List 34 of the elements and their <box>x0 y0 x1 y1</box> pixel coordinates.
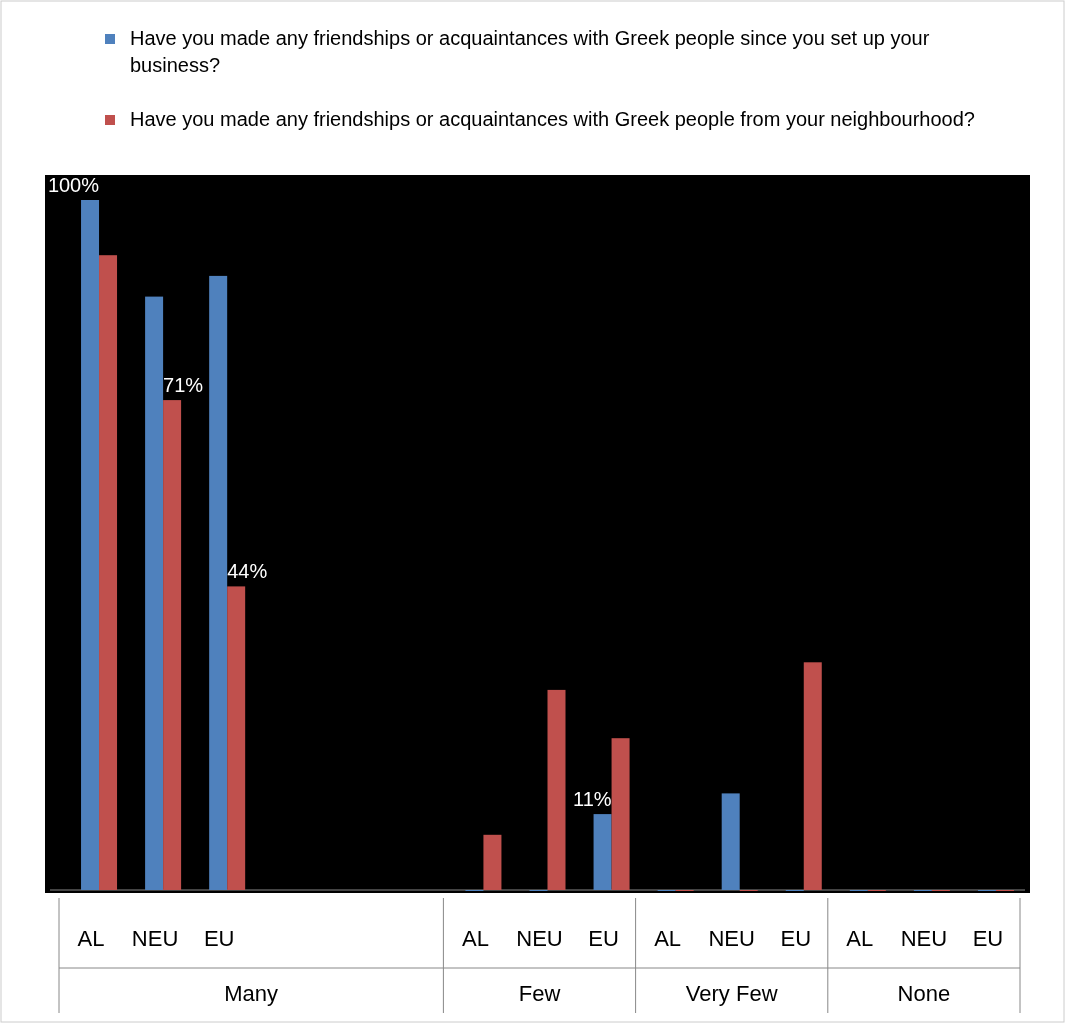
text: Many <box>224 981 279 1006</box>
text: None <box>897 981 951 1006</box>
bar <box>721 793 740 890</box>
x-tick-label: EU <box>972 926 1004 951</box>
bar <box>227 586 246 890</box>
bar <box>99 255 118 890</box>
text: Few <box>518 981 561 1006</box>
bar <box>483 834 502 890</box>
x-tick-label: EU <box>588 926 619 951</box>
x-tick-label: AL <box>461 926 489 951</box>
bar <box>163 400 182 890</box>
x-tick-label: NEU <box>131 926 179 951</box>
legend-label: Have you made any friendships or acquaintances with Greek people from your neighbourhood? <box>130 108 975 130</box>
x-tick-label: AL <box>846 926 874 951</box>
bar <box>209 275 228 890</box>
bar <box>145 296 164 890</box>
x-tick-label: EU <box>780 926 812 951</box>
data-label: 71% <box>163 374 204 397</box>
data-label: 100% <box>47 174 100 196</box>
legend-label: Have you made any friendships or acquaintances with Greek people since you set up your business? <box>130 27 930 76</box>
bar <box>81 200 100 890</box>
bar <box>593 814 612 890</box>
x-tick-label: AL <box>77 926 105 951</box>
data-label: 44% <box>227 560 268 583</box>
bar <box>547 689 566 890</box>
x-tick-label: EU <box>203 926 235 951</box>
bar <box>803 662 822 890</box>
data-label: 11% <box>573 788 612 811</box>
x-tick-label: NEU <box>516 926 563 951</box>
text: Very Few <box>685 981 778 1006</box>
x-tick-label: AL <box>654 926 682 951</box>
x-tick-label: NEU <box>708 926 755 951</box>
bar <box>611 738 630 890</box>
x-tick-label: NEU <box>900 926 948 951</box>
